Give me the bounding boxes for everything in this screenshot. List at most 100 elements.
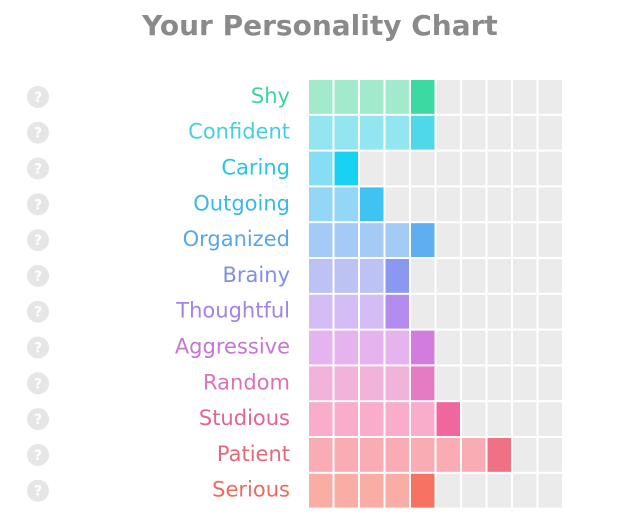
bar-cell [334,223,358,257]
empty-cell [487,259,511,293]
category-label: Outgoing [193,191,290,215]
empty-cell [487,151,511,186]
empty-cell [538,473,562,508]
empty-cell [462,330,486,365]
empty-cell [462,259,486,293]
bar-cell [309,187,333,222]
help-icon [27,157,49,180]
bar [309,259,409,293]
bar-cell [360,223,384,257]
category-label: Confident [188,120,290,144]
empty-cell [487,330,511,365]
bar-cell [436,438,460,472]
bar-cell [309,80,333,114]
category-label: Caring [221,156,290,180]
category-label: Organized [183,227,290,251]
empty-cell [538,402,562,436]
bar [309,330,435,365]
bar-cell [309,438,333,472]
bar-cell [360,473,384,508]
empty-cell [462,223,486,257]
empty-cell [538,80,562,114]
empty-cell [436,294,460,329]
empty-cell [436,115,460,150]
empty-cell [513,438,537,472]
bar-cell [334,366,358,401]
bar-cell [411,223,435,257]
bar [309,438,511,472]
empty-cell [462,151,486,186]
empty-cell [513,259,537,293]
empty-cell [513,151,537,186]
empty-cell [436,473,460,508]
category-label: Patient [217,442,290,466]
empty-cell [411,294,435,329]
empty-cell [487,366,511,401]
empty-cell [462,366,486,401]
help-icon [27,479,49,502]
category-label: Serious [212,478,290,502]
bar [309,151,358,186]
empty-cell [513,223,537,257]
empty-cell [436,80,460,114]
empty-cell [462,402,486,436]
help-icon [27,300,49,323]
empty-cell [513,473,537,508]
bar-cell [360,402,384,436]
empty-cell [487,187,511,222]
empty-cell [538,115,562,150]
empty-cell [513,115,537,150]
empty-cell [538,330,562,365]
bar [309,473,435,508]
empty-cell [487,223,511,257]
empty-cell [513,80,537,114]
help-icon [27,85,49,108]
empty-cell [513,294,537,329]
empty-cell [513,330,537,365]
help-icon-mark: ? [34,448,42,464]
help-icon-mark: ? [34,305,42,321]
empty-cell [411,259,435,293]
bar-cell [360,187,384,222]
empty-cell [538,223,562,257]
bar-cell [385,294,409,329]
help-icon-mark: ? [34,233,42,249]
help-icon [27,336,49,359]
bar-cell [385,438,409,472]
bar-cell [334,402,358,436]
bar-cell [385,366,409,401]
bar-cell [385,115,409,150]
bar-cell [360,80,384,114]
empty-cell [538,438,562,472]
category-label: Thoughtful [175,299,290,323]
empty-cell [538,294,562,329]
bar-cell [411,330,435,365]
help-icon-mark: ? [34,484,42,500]
bar-cell [334,473,358,508]
empty-cell [411,187,435,222]
bar-cell [334,259,358,293]
empty-cell [360,151,384,186]
empty-cell [411,151,435,186]
bar-cell [309,330,333,365]
bar-cell [385,473,409,508]
empty-cell [462,80,486,114]
empty-cell [436,223,460,257]
empty-cell [436,330,460,365]
category-label: Shy [251,84,290,108]
bar-cell [334,151,358,186]
bar [309,402,460,436]
help-icon [27,121,49,144]
bar-cell [309,115,333,150]
empty-cell [487,402,511,436]
category-label: Random [203,370,290,394]
bar-cell [334,438,358,472]
bar-cell [385,223,409,257]
empty-cell [462,473,486,508]
category-label: Brainy [223,263,290,287]
empty-cell [513,187,537,222]
help-icon [27,264,49,287]
bar-cell [309,402,333,436]
bar-cell [462,438,486,472]
bar-cell [411,366,435,401]
